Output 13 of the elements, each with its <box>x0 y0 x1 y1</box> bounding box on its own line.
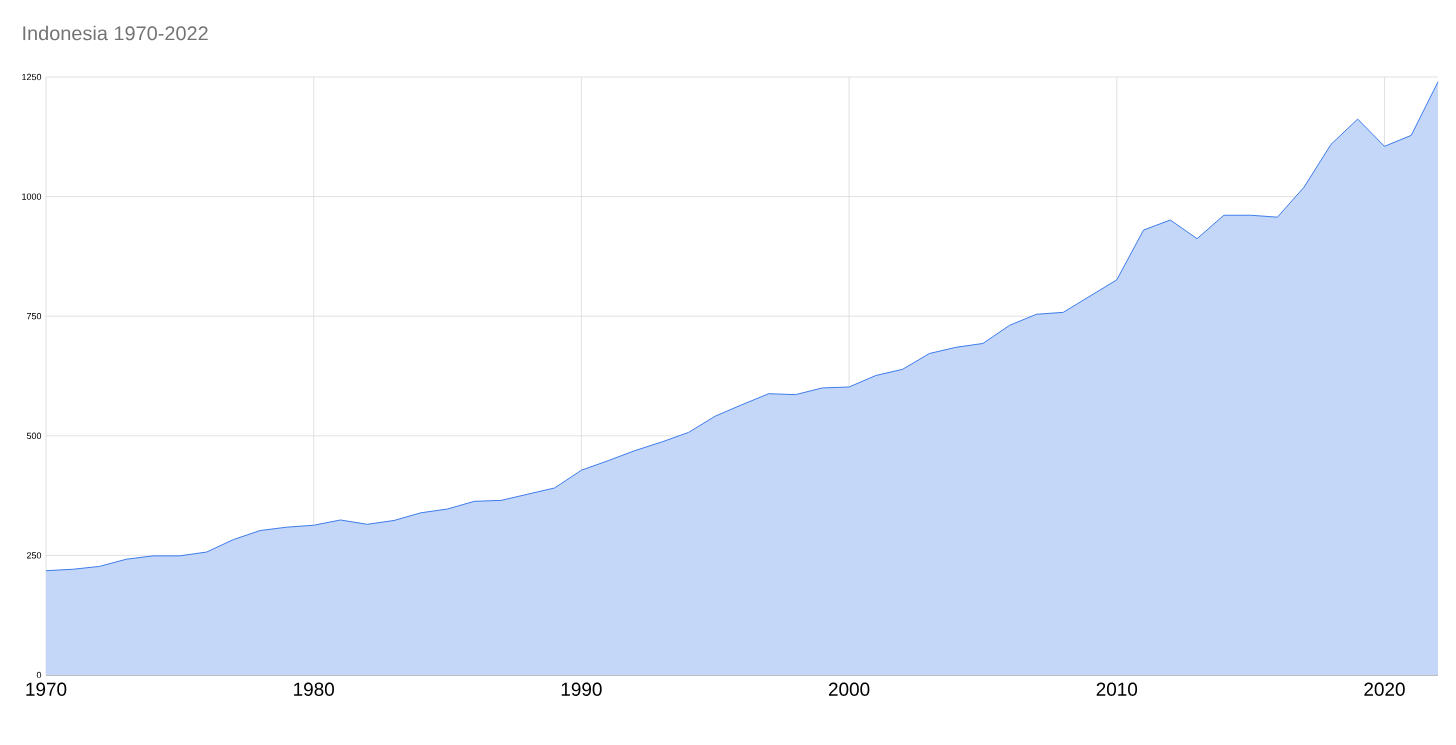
y-tick-label: 250 <box>26 552 42 559</box>
y-tick-label: 1000 <box>22 193 42 200</box>
x-tick-label: 2010 <box>1096 682 1138 696</box>
x-tick-label: 1990 <box>561 682 602 696</box>
x-tick-label: 2000 <box>828 682 870 696</box>
y-tick-label: 1250 <box>22 73 42 81</box>
x-tick-label: 1980 <box>294 682 334 696</box>
chart-title: Indonesia 1970-2022 <box>23 25 208 41</box>
x-tick-label: 1970 <box>26 682 67 696</box>
y-tick-label: 750 <box>26 313 42 320</box>
y-tick-label: 500 <box>26 432 42 439</box>
x-tick-label: 2020 <box>1364 682 1405 696</box>
y-tick-label: 0 <box>36 671 42 679</box>
